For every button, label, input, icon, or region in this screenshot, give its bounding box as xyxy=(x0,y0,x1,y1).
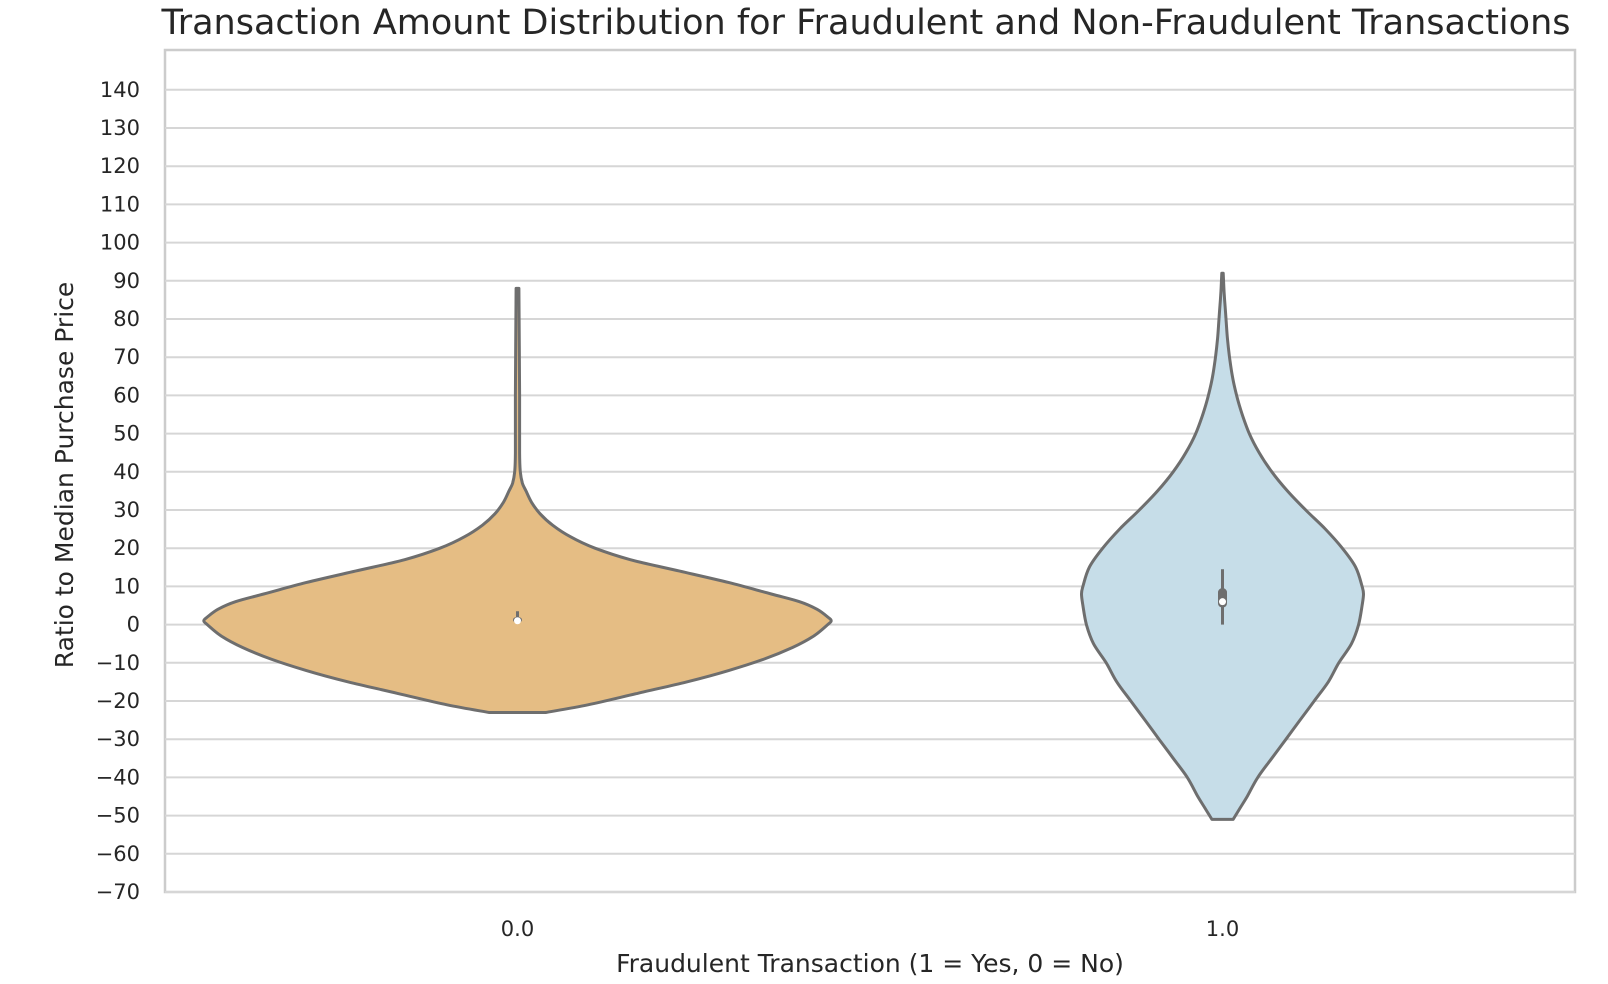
y-tick-label: 110 xyxy=(100,192,140,216)
y-tick-label: −20 xyxy=(96,689,140,713)
y-axis-ticks: −70 −60 −50 −40 −30 −20 −10 0 10 20 30 40 50 60 70 80 90… xyxy=(96,78,140,904)
y-tick-label: 40 xyxy=(113,460,140,484)
y-tick-label: 120 xyxy=(100,154,140,178)
chart-title: Transaction Amount Distribution for Frau… xyxy=(160,3,1570,43)
x-axis-ticks: 0.0 1.0 xyxy=(501,917,1239,941)
y-tick-label: −60 xyxy=(96,842,140,866)
y-tick-label: −10 xyxy=(96,651,140,675)
y-tick-label: −50 xyxy=(96,804,140,828)
y-tick-label: 140 xyxy=(100,78,140,102)
violin-1.0 xyxy=(1080,271,1365,821)
y-axis-label: Ratio to Median Purchase Price xyxy=(50,282,79,669)
x-tick-label: 1.0 xyxy=(1206,917,1239,941)
violins xyxy=(202,271,1365,821)
y-tick-label: −30 xyxy=(96,727,140,751)
violin-median-dot xyxy=(514,617,521,625)
y-tick-label: 130 xyxy=(100,116,140,140)
x-axis-label: Fraudulent Transaction (1 = Yes, 0 = No) xyxy=(616,949,1124,978)
y-tick-label: −70 xyxy=(96,880,140,904)
y-tick-label: 100 xyxy=(100,231,140,255)
y-tick-label: 0 xyxy=(127,613,140,637)
y-tick-label: 60 xyxy=(113,383,140,407)
y-tick-label: 80 xyxy=(113,307,140,331)
y-tick-label: 20 xyxy=(113,536,140,560)
y-tick-label: 30 xyxy=(113,498,140,522)
y-tick-label: 90 xyxy=(113,269,140,293)
y-tick-label: −40 xyxy=(96,765,140,789)
y-tick-label: 10 xyxy=(113,574,140,598)
violin-median-dot xyxy=(1219,598,1226,606)
x-tick-label: 0.0 xyxy=(501,917,534,941)
violin-0.0 xyxy=(202,286,833,714)
y-tick-label: 50 xyxy=(113,422,140,446)
y-tick-label: 70 xyxy=(113,345,140,369)
